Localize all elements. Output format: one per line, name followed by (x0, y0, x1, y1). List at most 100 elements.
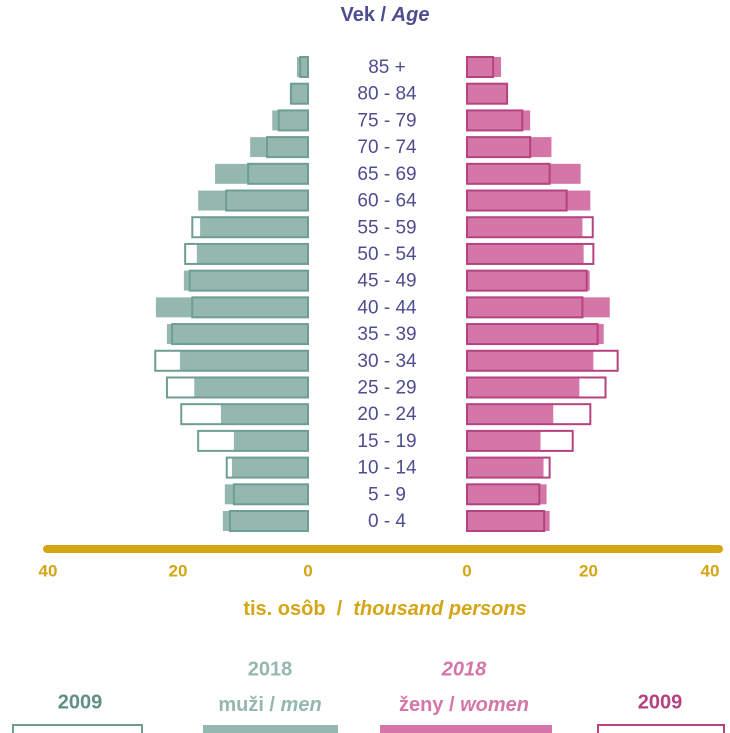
bar-2009 (154, 349, 309, 372)
bar-2018 (467, 511, 550, 531)
age-label: 20 - 24 (357, 404, 417, 425)
age-label: 0 - 4 (368, 511, 406, 532)
bar-2009 (466, 216, 594, 239)
bar-2018 (194, 377, 308, 398)
age-label: 65 - 69 (357, 164, 416, 185)
bar-2009 (466, 510, 546, 532)
bar-2009 (229, 510, 309, 532)
bar-2018 (467, 217, 583, 238)
bar-2009 (466, 349, 619, 372)
bar-2018 (467, 457, 544, 478)
title-en: Age (391, 4, 430, 26)
x-tick-label: 20 (579, 561, 598, 580)
bar-2009 (180, 403, 309, 426)
age-label: 50 - 54 (357, 244, 417, 265)
bar-2018 (166, 324, 308, 345)
bar-2018 (200, 217, 308, 238)
bar-2009 (466, 56, 495, 78)
bar-2018 (155, 297, 308, 318)
age-label: 45 - 49 (357, 271, 416, 292)
bar-2018 (183, 270, 308, 291)
x-axis-label: tis. osôb / thousand persons (243, 598, 526, 620)
age-label: 80 - 84 (357, 84, 417, 105)
x-label-sk: tis. osôb / (243, 598, 353, 620)
age-label: 75 - 79 (357, 110, 416, 131)
age-label: 35 - 39 (357, 324, 416, 345)
bar-2009 (466, 189, 568, 212)
women-sk: ženy / (399, 694, 460, 716)
bar-2018 (467, 243, 584, 264)
bar-2009 (197, 429, 309, 452)
legend-swatch-women-2018 (380, 725, 552, 733)
legend-women: ženy / women (399, 694, 529, 716)
age-label: 60 - 64 (357, 191, 417, 212)
bar-2009 (466, 376, 607, 399)
title-sk: Vek / (341, 4, 392, 26)
bar-2018 (467, 350, 594, 371)
bar-2018 (250, 137, 308, 158)
bar-2018 (289, 83, 308, 104)
bar-2009 (466, 429, 574, 452)
bar-2018 (233, 430, 308, 451)
bar-2009 (466, 483, 541, 506)
legend-swatch-women-2009 (597, 724, 725, 733)
age-label: 30 - 34 (357, 351, 417, 372)
bar-2009 (466, 269, 588, 292)
bar-2009 (247, 162, 309, 185)
bar-2009 (188, 269, 309, 292)
bar-2009 (466, 82, 509, 105)
bar-2018 (467, 163, 581, 184)
age-label: 10 - 14 (357, 458, 417, 479)
age-label: 70 - 74 (357, 137, 417, 158)
bar-2018 (467, 377, 580, 398)
bar-2009 (290, 82, 310, 105)
bar-2009 (466, 109, 524, 132)
bar-2018 (467, 83, 508, 104)
legend-swatch-men-2018 (203, 725, 338, 733)
chart-title: Vek / Age (341, 4, 430, 26)
bar-2009 (299, 56, 310, 78)
age-label: 5 - 9 (368, 484, 406, 505)
bar-2018 (467, 270, 590, 291)
bar-2018 (467, 57, 502, 77)
legend-women-2009: 2009 (638, 691, 683, 713)
bar-2018 (224, 484, 308, 505)
x-tick-label: 40 (701, 561, 720, 580)
x-tick-label: 0 (462, 561, 471, 580)
bar-2009 (232, 483, 309, 506)
x-tick-label: 0 (303, 561, 312, 580)
bar-2018 (296, 57, 308, 77)
age-label: 25 - 29 (357, 377, 416, 398)
bar-2018 (467, 137, 552, 158)
age-label: 40 - 44 (357, 297, 417, 318)
legend-swatch-men-2009 (12, 724, 143, 733)
men-sk: muži / (218, 694, 280, 716)
x-tick-label: 40 (39, 561, 58, 580)
bar-2018 (467, 430, 541, 451)
bar-2009 (165, 376, 309, 399)
bar-2009 (466, 136, 532, 159)
legend-men: muži / men (218, 694, 321, 716)
men-en: men (281, 694, 322, 716)
bar-2018 (179, 350, 308, 371)
bar-2018 (467, 297, 610, 318)
bar-2018 (198, 190, 308, 211)
bar-2018 (467, 190, 591, 211)
bar-2009 (466, 323, 599, 346)
bar-2009 (171, 323, 309, 346)
bar-2009 (277, 109, 309, 132)
bar-2009 (191, 296, 309, 319)
bar-2009 (466, 296, 584, 319)
legend-men-2018: 2018 (248, 658, 293, 680)
bar-2009 (191, 216, 309, 239)
bar-2009 (266, 136, 309, 159)
x-tick-label: 20 (169, 561, 188, 580)
bar-2018 (231, 457, 308, 478)
legend: 2009 2018 muži / men 2018 ženy / women 2… (12, 658, 725, 733)
bar-2018 (467, 484, 547, 505)
x-label-en: thousand persons (353, 598, 526, 620)
bar-2018 (222, 511, 308, 531)
bar-2009 (466, 162, 551, 185)
bar-2018 (196, 243, 308, 264)
